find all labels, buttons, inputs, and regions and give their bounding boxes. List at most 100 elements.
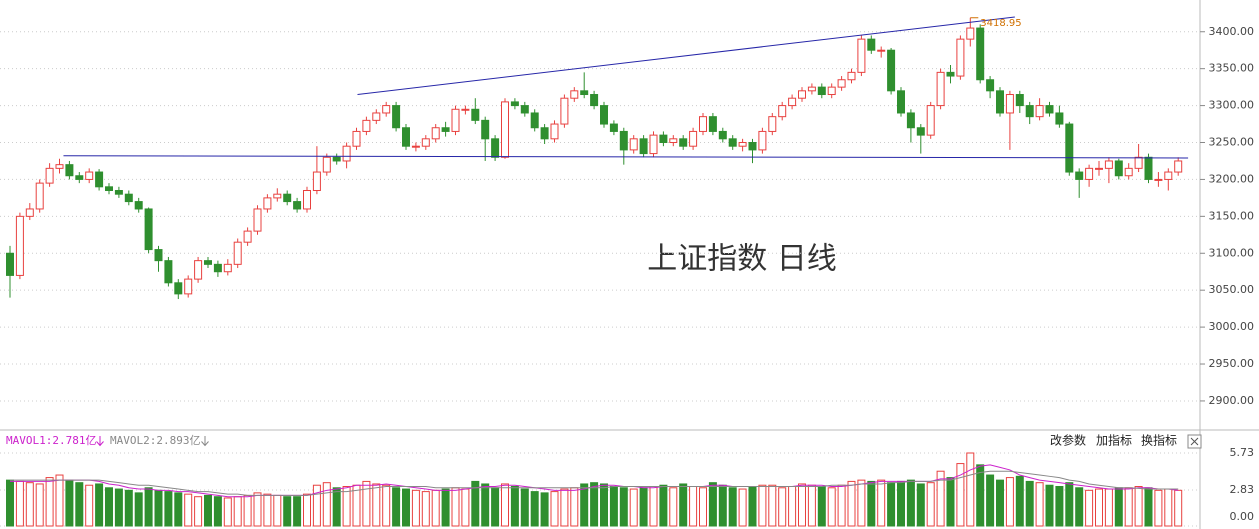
volume-bar [342, 486, 351, 527]
volume-bar [560, 488, 569, 527]
volume-bar [718, 484, 727, 527]
candle-body [738, 142, 747, 147]
volume-bar [1045, 484, 1054, 527]
y-tick-label: 3200.00 [1209, 172, 1255, 185]
candle-body [75, 175, 84, 180]
candle-body [916, 127, 925, 136]
candle-body [362, 119, 371, 132]
y-tick-label: 2.83 [1230, 483, 1255, 496]
volume-bar [827, 487, 836, 527]
volume-bar [1005, 477, 1014, 527]
candle-body [827, 86, 836, 96]
candle-body [1134, 156, 1143, 169]
legend-entry: MAVOL1:2.781亿 [6, 434, 96, 447]
candle-body [342, 145, 351, 162]
volume-bar [362, 480, 371, 527]
volume-bar [213, 496, 222, 527]
candle-body [510, 101, 519, 107]
candle-body [817, 86, 826, 96]
volume-bar [778, 487, 787, 527]
volume-bar [114, 488, 123, 527]
candle-body [1174, 160, 1183, 173]
candle-body [431, 127, 440, 140]
candle-body [421, 138, 430, 147]
candle-body [184, 278, 193, 295]
volume-bar [906, 479, 915, 527]
close-button[interactable] [1187, 434, 1202, 449]
candle-body [312, 171, 321, 192]
volume-bar [649, 486, 658, 527]
volume-bar [402, 488, 410, 527]
candle-body [164, 260, 173, 284]
volume-bar [382, 484, 391, 527]
candle-body [1005, 94, 1014, 114]
candle-body [273, 193, 282, 199]
candle-body [85, 171, 94, 180]
candle-body [194, 260, 203, 280]
candle-body [966, 27, 975, 40]
candle-body [926, 105, 935, 136]
candle-body [600, 105, 608, 125]
y-tick-label: 2950.00 [1209, 357, 1255, 370]
volume-bar [223, 497, 232, 527]
candle-body [45, 167, 54, 184]
candle-body [243, 230, 252, 243]
volume-bar [411, 489, 420, 527]
volume-bar [501, 483, 509, 527]
candle-body [580, 90, 589, 96]
candle-body [382, 105, 391, 114]
volume-bar [936, 470, 945, 527]
candle-body [619, 130, 628, 151]
volume-bar [590, 482, 599, 527]
volume-bar [322, 482, 331, 527]
volume-bar [1124, 487, 1133, 527]
candle-body [441, 127, 450, 132]
candle-body [491, 138, 500, 158]
volume-bar [679, 483, 688, 527]
candle-body [669, 138, 678, 144]
candle-body [461, 108, 470, 111]
candle-body [55, 164, 64, 169]
volume-bar [392, 487, 401, 527]
toolbar-button[interactable]: 改参数 [1050, 433, 1086, 448]
volume-bar [570, 487, 579, 527]
candle-body [124, 193, 133, 203]
candle-body [570, 90, 579, 99]
candle-body [411, 145, 420, 148]
volume-bar [85, 484, 94, 527]
candle-body [1095, 167, 1103, 170]
volume-bar [530, 491, 539, 527]
candle-body [649, 134, 658, 155]
toolbar-button[interactable]: 加指标 [1096, 433, 1132, 448]
volume-bar [986, 474, 995, 527]
candle-body [758, 130, 767, 151]
volume-bar [421, 491, 430, 527]
legend-entry: MAVOL2:2.893亿 [110, 434, 200, 447]
volume-bar [708, 482, 717, 527]
volume-bar [926, 482, 935, 527]
volume-bar [798, 483, 806, 527]
volume-bar [303, 493, 311, 527]
volume-bar [788, 486, 797, 527]
y-tick-label: 5.73 [1230, 446, 1255, 459]
volume-bar [273, 494, 282, 527]
volume-bar [243, 494, 252, 527]
toolbar-button[interactable]: 换指标 [1141, 433, 1177, 448]
volume-bar [817, 486, 826, 527]
volume-bar [332, 487, 341, 527]
volume-bar [233, 496, 242, 527]
candle-body [25, 208, 34, 217]
candle-body [105, 186, 113, 192]
candle-body [708, 116, 717, 132]
candle-body [550, 123, 559, 140]
volume-bar [887, 482, 896, 527]
candle-body [1114, 160, 1123, 177]
y-tick-label: 0.00 [1230, 510, 1255, 523]
volume-bar [25, 482, 34, 527]
volume-bar [65, 479, 74, 527]
volume-bar [105, 487, 113, 527]
volume-bar [95, 483, 104, 527]
candle-body [15, 215, 24, 276]
ma-line [10, 470, 1179, 496]
